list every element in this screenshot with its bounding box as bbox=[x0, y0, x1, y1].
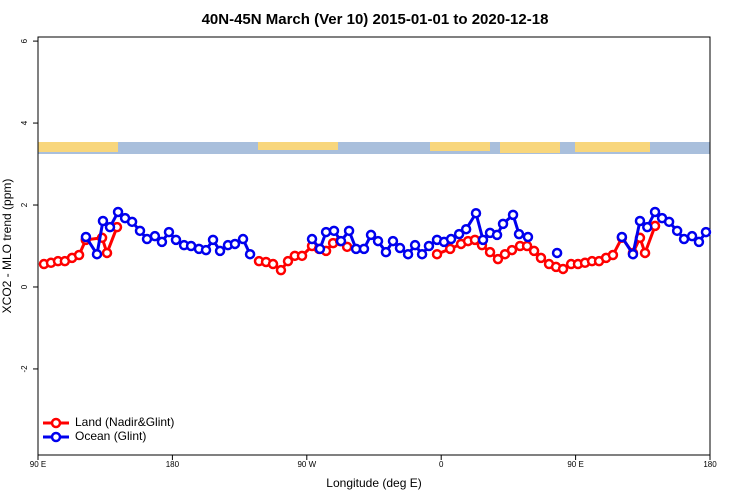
data-point bbox=[163, 226, 175, 238]
x-tick-label: 180 bbox=[703, 460, 717, 469]
data-point bbox=[671, 225, 683, 237]
data-point bbox=[528, 245, 540, 257]
x-tick-label: 180 bbox=[166, 460, 180, 469]
data-point bbox=[649, 206, 661, 218]
data-point bbox=[551, 247, 563, 259]
data-point bbox=[244, 248, 256, 260]
data-point bbox=[275, 264, 287, 276]
y-tick-label: 4 bbox=[20, 120, 29, 125]
data-point bbox=[557, 263, 569, 275]
legend-label: Land (Nadir&Glint) bbox=[75, 415, 174, 429]
data-point bbox=[267, 258, 279, 270]
data-point bbox=[101, 247, 113, 259]
data-point bbox=[506, 244, 518, 256]
chart-title: 40N-45N March (Ver 10) 2015-01-01 to 202… bbox=[202, 11, 549, 28]
data-point bbox=[104, 221, 116, 233]
legend-label: Ocean (Glint) bbox=[75, 429, 146, 443]
data-point bbox=[616, 231, 628, 243]
data-point bbox=[328, 225, 340, 237]
data-point bbox=[335, 235, 347, 247]
data-point bbox=[170, 234, 182, 246]
data-point bbox=[416, 248, 428, 260]
y-tick-label: 6 bbox=[20, 38, 29, 43]
data-point bbox=[497, 218, 509, 230]
data-point bbox=[522, 231, 534, 243]
x-tick-label: 0 bbox=[439, 460, 444, 469]
data-point bbox=[91, 248, 103, 260]
data-point bbox=[237, 233, 249, 245]
data-point bbox=[627, 248, 639, 260]
y-tick-label: 2 bbox=[20, 202, 29, 207]
data-point bbox=[343, 225, 355, 237]
data-point bbox=[507, 209, 519, 221]
plot-frame bbox=[37, 36, 711, 456]
data-point bbox=[634, 215, 646, 227]
data-point bbox=[423, 240, 435, 252]
data-point bbox=[214, 245, 226, 257]
data-point bbox=[320, 226, 332, 238]
data-point bbox=[306, 233, 318, 245]
data-point bbox=[460, 223, 472, 235]
data-point bbox=[134, 225, 146, 237]
data-point bbox=[686, 230, 698, 242]
data-point bbox=[477, 234, 489, 246]
data-point bbox=[444, 243, 456, 255]
legend-marker bbox=[50, 417, 62, 429]
data-point bbox=[112, 206, 124, 218]
data-point bbox=[678, 233, 690, 245]
data-point bbox=[663, 216, 675, 228]
x-axis-label: Longitude (deg E) bbox=[326, 476, 421, 490]
data-point bbox=[358, 243, 370, 255]
data-point bbox=[365, 229, 377, 241]
data-point bbox=[372, 235, 384, 247]
data-point bbox=[207, 234, 219, 246]
data-point bbox=[409, 239, 421, 251]
data-point bbox=[639, 247, 651, 259]
data-point bbox=[491, 229, 503, 241]
data-point bbox=[200, 244, 212, 256]
data-point bbox=[607, 249, 619, 261]
data-point bbox=[296, 250, 308, 262]
data-point bbox=[149, 230, 161, 242]
data-point bbox=[484, 246, 496, 258]
data-point bbox=[156, 236, 168, 248]
data-point bbox=[97, 215, 109, 227]
data-point bbox=[431, 248, 443, 260]
data-point bbox=[513, 228, 525, 240]
data-point bbox=[700, 226, 712, 238]
data-point bbox=[73, 249, 85, 261]
data-point bbox=[80, 231, 92, 243]
y-axis-label: XCO2 - MLO trend (ppm) bbox=[0, 179, 14, 314]
y-tick-label: -2 bbox=[20, 365, 29, 373]
data-point bbox=[470, 207, 482, 219]
legend-marker bbox=[50, 431, 62, 443]
data-point bbox=[229, 238, 241, 250]
data-point bbox=[445, 233, 457, 245]
data-point bbox=[380, 246, 392, 258]
data-point bbox=[642, 221, 653, 233]
x-tick-label: 90 E bbox=[567, 460, 583, 469]
y-tick-label: 0 bbox=[20, 284, 29, 289]
land-mask-band bbox=[38, 142, 710, 154]
data-point bbox=[341, 241, 353, 253]
data-point bbox=[535, 252, 547, 264]
data-point bbox=[693, 236, 705, 248]
data-point bbox=[402, 248, 414, 260]
data-point bbox=[126, 216, 138, 228]
x-tick-label: 90 E bbox=[30, 460, 46, 469]
data-point bbox=[492, 253, 504, 265]
x-tick-label: 90 W bbox=[297, 460, 316, 469]
data-point bbox=[387, 235, 399, 247]
data-point bbox=[394, 242, 406, 254]
data-point bbox=[282, 255, 294, 267]
data-point bbox=[314, 243, 326, 255]
data-point bbox=[453, 228, 465, 240]
